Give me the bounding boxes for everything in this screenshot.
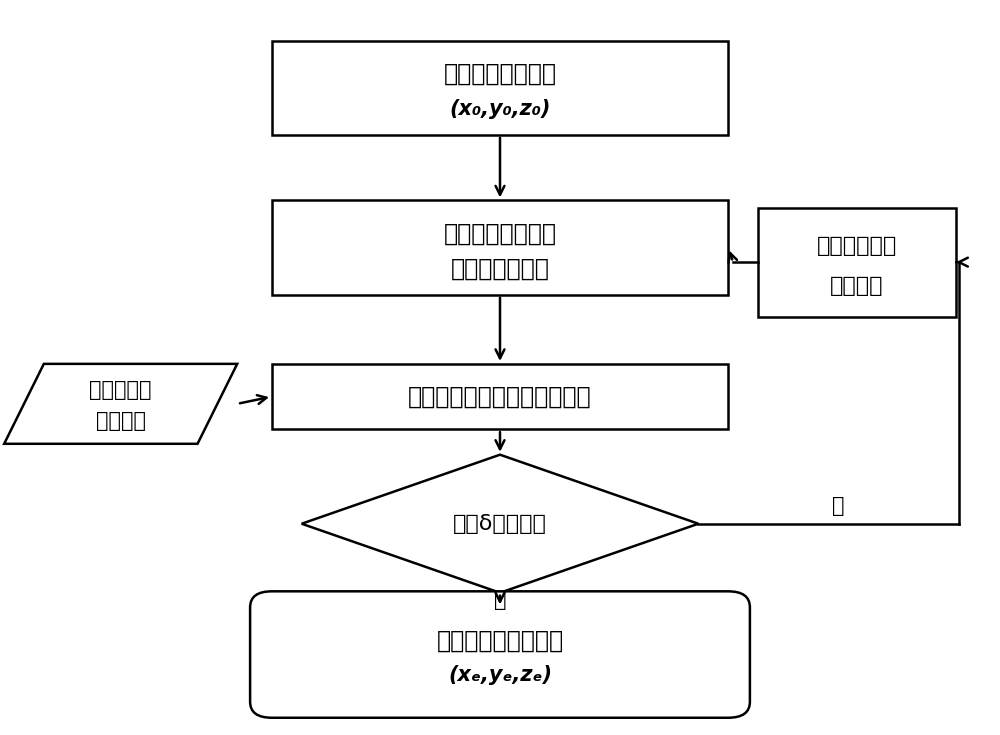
Polygon shape bbox=[302, 455, 698, 592]
Text: 测量热电偶: 测量热电偶 bbox=[89, 380, 152, 401]
Text: 获得焦域的最终位置: 获得焦域的最终位置 bbox=[436, 628, 564, 653]
FancyBboxPatch shape bbox=[272, 40, 728, 135]
Text: 判断δ是否最小: 判断δ是否最小 bbox=[453, 514, 547, 534]
Text: 处的温升: 处的温升 bbox=[96, 412, 146, 431]
Text: 否: 否 bbox=[832, 495, 845, 515]
Text: 修改焦域位置: 修改焦域位置 bbox=[817, 236, 897, 256]
Text: 根据焦域位置计算: 根据焦域位置计算 bbox=[444, 221, 556, 245]
Text: (xₑ,yₑ,zₑ): (xₑ,yₑ,zₑ) bbox=[448, 665, 552, 685]
FancyBboxPatch shape bbox=[272, 201, 728, 295]
Text: 计算热电偶阵列处的优化误差: 计算热电偶阵列处的优化误差 bbox=[408, 384, 592, 409]
Text: 的设定値: 的设定値 bbox=[830, 276, 884, 296]
FancyBboxPatch shape bbox=[272, 364, 728, 429]
Text: (x₀,y₀,z₀): (x₀,y₀,z₀) bbox=[449, 98, 551, 118]
FancyBboxPatch shape bbox=[250, 592, 750, 718]
Polygon shape bbox=[4, 364, 237, 444]
Text: 是: 是 bbox=[494, 590, 506, 610]
Text: 给焦域位置赋初値: 给焦域位置赋初値 bbox=[444, 62, 556, 85]
FancyBboxPatch shape bbox=[758, 207, 956, 317]
Text: 热电偶处的温升: 热电偶处的温升 bbox=[451, 257, 549, 280]
